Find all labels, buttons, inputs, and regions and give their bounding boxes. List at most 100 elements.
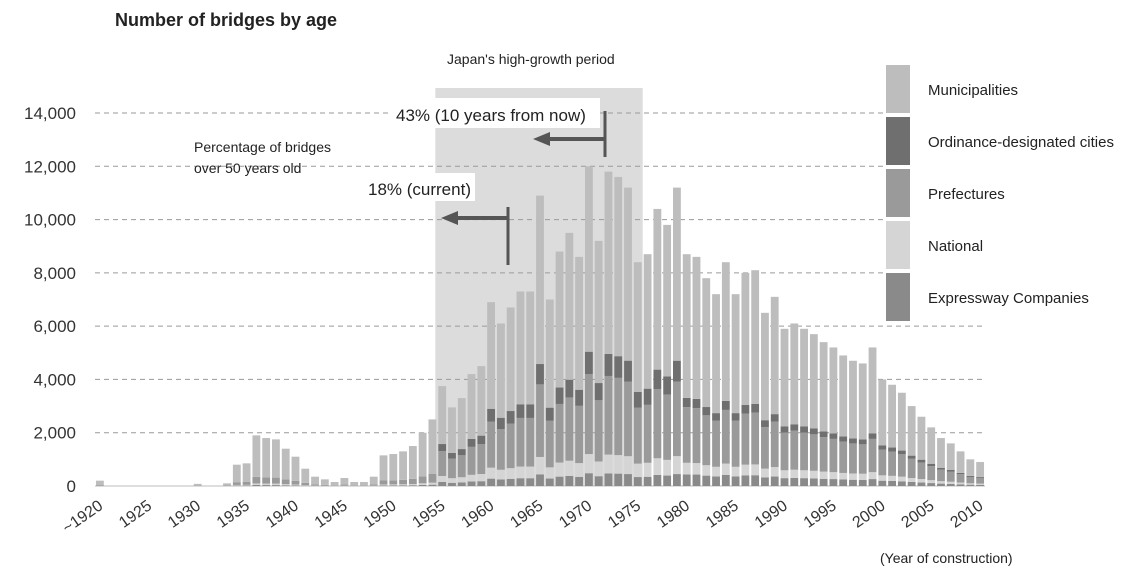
legend-swatch xyxy=(886,273,910,321)
bar-segment xyxy=(721,409,730,464)
bar-segment xyxy=(809,470,818,479)
bar-segment xyxy=(389,485,398,486)
bar-segment xyxy=(408,485,417,486)
bar-segment xyxy=(496,479,505,486)
bar-segment xyxy=(731,420,740,467)
bar-segment xyxy=(467,374,476,440)
bar-segment xyxy=(516,404,525,418)
bar-segment xyxy=(389,484,398,486)
bar-segment xyxy=(281,484,290,486)
bar-segment xyxy=(790,469,799,478)
bar-segment xyxy=(907,482,916,486)
bar-segment xyxy=(506,478,515,486)
bar-segment xyxy=(819,478,828,486)
bar-segment xyxy=(301,485,310,486)
bar-segment xyxy=(809,478,818,486)
x-tick-label: 1990 xyxy=(752,497,791,531)
bar-segment xyxy=(819,342,828,432)
bar-segment xyxy=(565,475,574,486)
bar-segment xyxy=(594,400,603,462)
bar-segment xyxy=(487,467,496,479)
bar-segment xyxy=(438,476,447,483)
bar-segment xyxy=(976,462,985,477)
bar-segment xyxy=(369,484,378,486)
bar-segment xyxy=(761,427,769,469)
bar-segment xyxy=(956,484,965,486)
bar-segment xyxy=(536,384,544,457)
bar-segment xyxy=(272,483,280,486)
bar-segment xyxy=(819,471,828,479)
bar-segment xyxy=(897,481,906,486)
bar-segment xyxy=(770,476,779,486)
bar-segment xyxy=(663,224,672,377)
bar-segment xyxy=(536,364,544,385)
bar-segment xyxy=(741,475,750,486)
bar-segment xyxy=(731,476,740,486)
legend-swatch xyxy=(886,65,910,113)
bar-segment xyxy=(301,468,310,483)
bar-segment xyxy=(477,481,486,486)
bar-segment xyxy=(673,187,681,361)
future-label-box xyxy=(392,98,600,128)
bar-segment xyxy=(545,420,554,468)
bar-segment xyxy=(800,432,808,471)
bar-segment xyxy=(457,477,466,483)
bar-segment xyxy=(477,366,486,436)
bar-segment xyxy=(849,443,857,474)
bar-segment xyxy=(399,479,407,485)
bar-segment xyxy=(819,431,828,438)
bar-segment xyxy=(800,328,808,427)
bar-segment xyxy=(428,482,437,485)
x-tick-label: 1965 xyxy=(507,497,546,531)
bar-segment xyxy=(545,467,554,479)
period-label: Japan's high-growth period xyxy=(447,51,615,67)
bar-segment xyxy=(575,463,584,477)
bar-segment xyxy=(389,480,398,485)
bar-segment xyxy=(780,470,789,479)
bar-segment xyxy=(448,458,456,479)
bar-segment xyxy=(692,398,701,409)
current-label-box xyxy=(363,173,475,201)
bar-segment xyxy=(457,455,466,478)
bar-segment xyxy=(927,463,936,467)
bar-segment xyxy=(272,477,280,484)
x-tick-label: 1945 xyxy=(312,497,351,531)
bar-segment xyxy=(565,397,574,461)
bar-segment xyxy=(937,469,945,482)
bar-segment xyxy=(262,485,271,486)
bar-segment xyxy=(633,407,642,464)
bar-segment xyxy=(888,384,896,448)
bar-segment xyxy=(95,485,104,486)
bar-segment xyxy=(673,360,681,382)
bar-segment xyxy=(408,478,417,485)
bar-segment xyxy=(301,482,310,486)
bar-segment xyxy=(829,438,838,473)
bar-segment xyxy=(849,360,857,439)
bar-segment xyxy=(790,430,799,470)
bar-segment xyxy=(320,479,329,485)
bar-segment xyxy=(956,474,965,483)
bar-segment xyxy=(536,456,544,475)
bar-segment xyxy=(897,476,906,482)
bar-segment xyxy=(927,466,936,481)
bar-segment xyxy=(800,426,808,433)
bar-segment xyxy=(604,454,613,474)
x-tick-label: 1950 xyxy=(361,497,400,531)
bar-segment xyxy=(281,485,290,486)
bar-segment xyxy=(614,455,623,474)
bar-segment xyxy=(252,484,261,486)
bar-segment xyxy=(653,389,662,459)
bar-segment xyxy=(643,388,652,405)
bar-segment xyxy=(868,472,877,480)
percentage-label-line1: Percentage of bridges xyxy=(194,139,331,155)
bar-segment xyxy=(819,437,828,472)
bar-segment xyxy=(966,476,975,484)
bar-segment xyxy=(721,400,730,410)
bar-segment xyxy=(858,444,867,474)
x-tick-label: 1970 xyxy=(556,497,595,531)
x-tick-label: 2000 xyxy=(850,497,889,531)
bar-segment xyxy=(839,436,848,442)
bar-segment xyxy=(252,435,261,477)
bar-segment xyxy=(643,462,652,477)
